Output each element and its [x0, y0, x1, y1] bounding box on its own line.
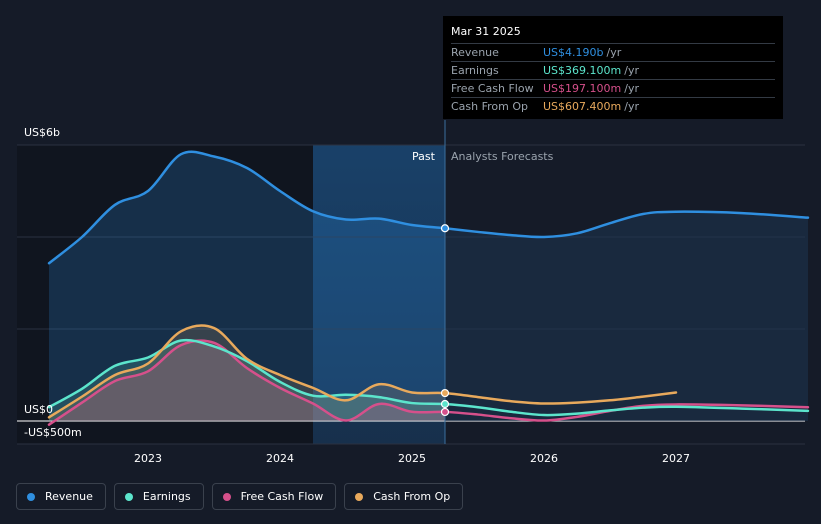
x-tick-label: 2023	[134, 452, 162, 465]
line-earnings	[47, 338, 810, 417]
marker-revenue	[440, 224, 450, 233]
tooltip-series-name: Earnings	[451, 64, 499, 77]
tooltip-unit: /yr	[624, 100, 639, 113]
y-axis-label-top: US$6b	[24, 126, 61, 139]
tooltip-series-name: Cash From Op	[451, 100, 529, 113]
x-tick-label: 2025	[398, 452, 426, 465]
tooltip-unit: /yr	[606, 46, 622, 59]
marker-earnings	[440, 399, 450, 409]
tooltip-series-value: US$197.100m	[543, 82, 622, 95]
tooltip: Mar 31 2025 Revenue US$4.190b/yr Earnings U…	[443, 16, 783, 119]
area-revenue-forecast	[445, 211, 808, 421]
line-revenue	[47, 150, 810, 265]
tooltip-unit: /yr	[624, 64, 639, 77]
line-cash-from-op	[47, 324, 678, 419]
area-revenue	[49, 151, 445, 421]
legend-dot-icon	[124, 492, 133, 501]
marker-free-cash-flow	[440, 407, 450, 417]
legend-label: Free Cash Flow	[240, 490, 324, 503]
legend-dot-icon	[222, 492, 231, 501]
legend: Revenue Earnings Free Cash Flow Cash From O…	[16, 483, 464, 510]
x-tick-label: 2026	[530, 452, 558, 465]
legend-dot-icon	[355, 492, 364, 501]
tooltip-rows: Revenue US$4.190b/yr Earnings US$369.100m/y…	[451, 43, 775, 115]
tooltip-series-name: Revenue	[451, 46, 499, 59]
legend-label: Cash From Op	[373, 490, 451, 503]
legend-label: Revenue	[45, 490, 93, 503]
legend-label: Earnings	[142, 490, 191, 503]
legend-item-earnings[interactable]: Earnings	[113, 483, 204, 510]
tooltip-row: Cash From Op US$607.400m/yr	[451, 97, 775, 115]
legend-item-revenue[interactable]: Revenue	[16, 483, 106, 510]
x-tick-label: 2024	[266, 452, 294, 465]
marker-cash-from-op	[440, 388, 450, 398]
tooltip-date: Mar 31 2025	[451, 25, 521, 38]
y-axis-label-bottom: -US$500m	[24, 426, 82, 439]
tooltip-series-value: US$4.190b	[543, 46, 604, 59]
area-free-cash-flow	[49, 340, 445, 425]
legend-dot-icon	[27, 492, 35, 501]
tooltip-series-name: Free Cash Flow	[451, 82, 534, 95]
tooltip-series-value: US$369.100m	[543, 64, 622, 77]
legend-item-free-cash-flow[interactable]: Free Cash Flow	[211, 483, 337, 510]
tooltip-row: Earnings US$369.100m/yr	[451, 61, 775, 79]
forecast-label: Analysts Forecasts	[451, 150, 554, 163]
tooltip-unit: /yr	[624, 82, 639, 95]
line-free-cash-flow	[47, 339, 810, 426]
past-label: Past	[412, 150, 435, 163]
tooltip-row: Free Cash Flow US$197.100m/yr	[451, 79, 775, 97]
y-axis-label-zero: US$0	[24, 403, 54, 416]
tooltip-row: Revenue US$4.190b/yr	[451, 43, 775, 61]
area-cash-from-op	[49, 325, 445, 421]
tooltip-series-value: US$607.400m	[543, 100, 622, 113]
past-background	[17, 145, 313, 444]
legend-item-cash-from-op[interactable]: Cash From Op	[344, 483, 464, 510]
x-tick-label: 2027	[662, 452, 690, 465]
